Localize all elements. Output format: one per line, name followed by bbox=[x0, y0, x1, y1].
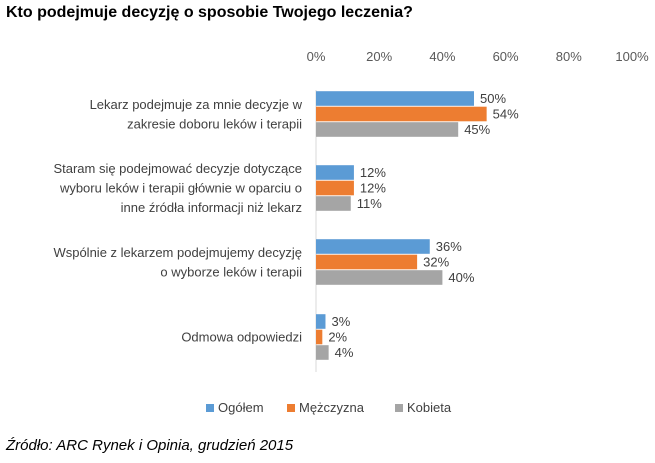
category-label: inne źródła informacji niż lekarz bbox=[121, 200, 302, 215]
legend-label: Mężczyzna bbox=[299, 400, 365, 415]
source-note: Źródło: ARC Rynek i Opinia, grudzień 201… bbox=[6, 437, 294, 454]
data-label: 2% bbox=[328, 330, 347, 345]
legend-swatch bbox=[395, 404, 403, 412]
category-label: Wspólnie z lekarzem podejmujemy decyzję bbox=[53, 245, 302, 260]
bar-kobieta bbox=[316, 270, 443, 285]
data-label: 11% bbox=[357, 196, 382, 211]
category-label: wyboru leków i terapii głównie w oparciu… bbox=[59, 181, 302, 196]
x-tick-label: 20% bbox=[366, 49, 392, 64]
data-label: 50% bbox=[480, 91, 506, 106]
data-label: 40% bbox=[448, 270, 474, 285]
bar-kobieta bbox=[316, 196, 351, 211]
category-label: Staram się podejmować decyzje dotyczące bbox=[53, 161, 302, 176]
data-label: 4% bbox=[335, 345, 354, 360]
data-label: 32% bbox=[423, 255, 449, 270]
data-label: 12% bbox=[360, 165, 386, 180]
data-label: 36% bbox=[436, 239, 462, 254]
bar-kobieta bbox=[316, 122, 459, 137]
data-label: 54% bbox=[493, 107, 519, 122]
x-tick-label: 0% bbox=[307, 49, 326, 64]
bar-mężczyzna bbox=[316, 254, 418, 270]
category-label: Odmowa odpowiedzi bbox=[181, 330, 302, 345]
bar-ogółem bbox=[316, 239, 430, 254]
x-tick-label: 40% bbox=[429, 49, 455, 64]
category-label: Lekarz podejmuje za mnie decyzje w bbox=[90, 97, 303, 112]
x-tick-label: 60% bbox=[493, 49, 519, 64]
bar-ogółem bbox=[316, 91, 474, 106]
bar-mężczyzna bbox=[316, 180, 354, 196]
legend-swatch bbox=[287, 404, 295, 412]
x-tick-label: 100% bbox=[615, 49, 649, 64]
bar-mężczyzna bbox=[316, 106, 487, 122]
data-label: 3% bbox=[331, 314, 350, 329]
bar-mężczyzna bbox=[316, 329, 323, 345]
legend-label: Ogółem bbox=[218, 400, 264, 415]
data-label: 12% bbox=[360, 181, 386, 196]
legend-label: Kobieta bbox=[407, 400, 452, 415]
category-label: zakresie doboru leków i terapii bbox=[127, 116, 302, 131]
category-label: o wyborze leków i terapii bbox=[160, 264, 302, 279]
bar-ogółem bbox=[316, 314, 326, 329]
x-tick-label: 80% bbox=[556, 49, 582, 64]
bar-kobieta bbox=[316, 345, 329, 360]
legend-swatch bbox=[206, 404, 214, 412]
bar-ogółem bbox=[316, 165, 354, 180]
chart-title: Kto podejmuje decyzję o sposobie Twojego… bbox=[6, 4, 413, 21]
data-label: 45% bbox=[464, 122, 490, 137]
